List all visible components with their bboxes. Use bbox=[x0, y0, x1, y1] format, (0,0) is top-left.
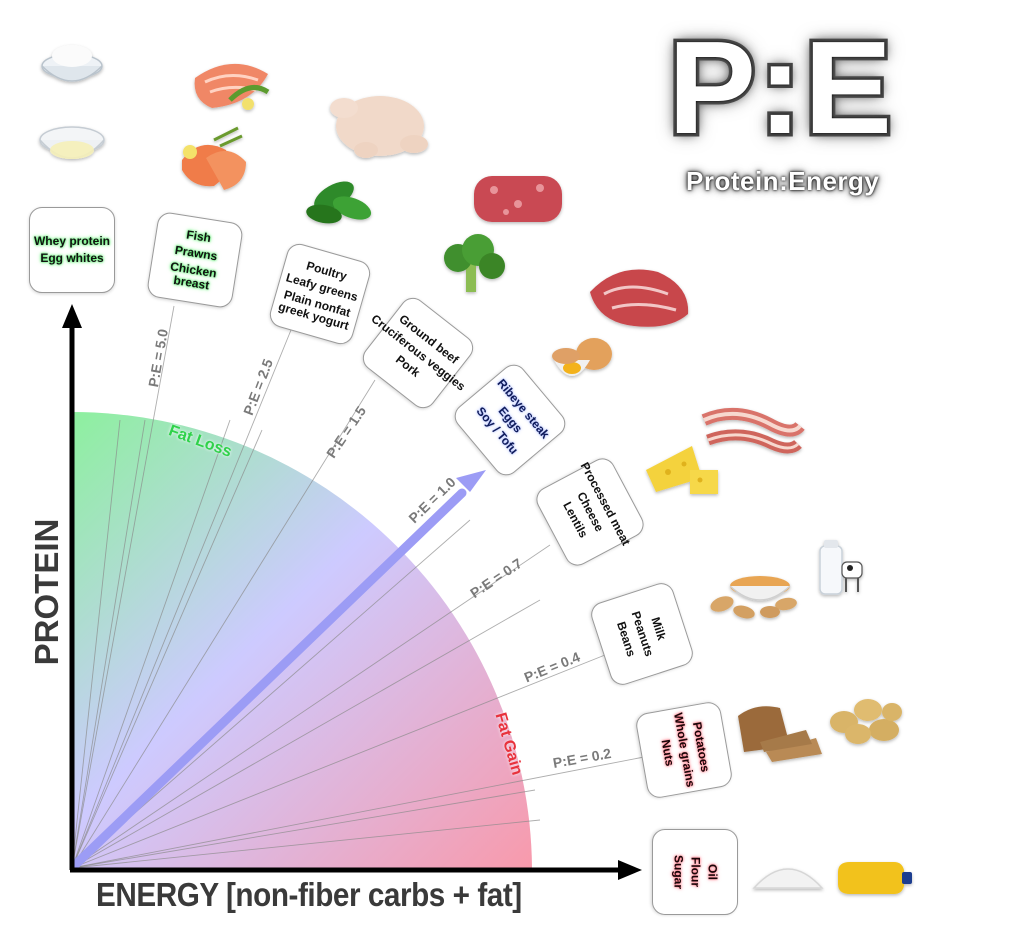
salmon-icon bbox=[194, 63, 270, 110]
peanut-butter-icon bbox=[710, 576, 797, 619]
cheese-icon bbox=[646, 446, 718, 494]
whole-chicken-icon bbox=[330, 96, 428, 158]
guide-ray bbox=[71, 419, 146, 869]
guide-ray bbox=[71, 419, 231, 869]
prawns-icon bbox=[182, 126, 246, 190]
food-item: Fish bbox=[185, 227, 213, 246]
guide-ray bbox=[71, 429, 263, 869]
bacon-icon bbox=[701, 407, 805, 454]
food-item-list: Milk Peanuts Beans bbox=[599, 569, 685, 699]
food-item: Whey protein bbox=[33, 234, 110, 248]
food-box-oil: Oil Flour Sugar bbox=[652, 829, 738, 915]
broccoli-icon bbox=[444, 234, 505, 292]
title-subtitle: Protein:Energy bbox=[686, 166, 880, 196]
spinach-icon bbox=[306, 181, 372, 224]
flour-pile-icon bbox=[752, 868, 824, 889]
food-item-list: Potatoes Whole grains Nuts bbox=[648, 686, 719, 813]
guide-ray bbox=[71, 819, 541, 869]
ratio-ray-poultry bbox=[71, 329, 292, 869]
ratio-ray-milk bbox=[71, 654, 606, 869]
ratio-ray-fish bbox=[71, 305, 175, 869]
flour-bowl-icon bbox=[41, 45, 103, 82]
guide-ray bbox=[71, 789, 536, 869]
food-item: Flour bbox=[688, 857, 703, 887]
y-axis-label: PROTEIN bbox=[28, 518, 65, 666]
food-item-list: Poultry Leafy greens Plain nonfat greek yo… bbox=[272, 252, 368, 336]
x-axis-arrowhead bbox=[618, 860, 642, 880]
food-item: Chicken breast bbox=[169, 259, 218, 293]
bread-icon bbox=[738, 706, 822, 762]
guide-ray bbox=[71, 419, 121, 869]
y-axis-arrowhead bbox=[62, 304, 82, 328]
ratio-ray-groundbeef bbox=[71, 379, 376, 869]
pe-1-arrow-head bbox=[456, 470, 486, 492]
milk-cow-icon bbox=[819, 540, 863, 595]
ratio-ray-potatoes bbox=[71, 756, 645, 869]
eggs-icon bbox=[552, 338, 612, 376]
food-box-whey: Whey protein Egg whites bbox=[29, 207, 115, 293]
oil-bottle-icon bbox=[838, 862, 912, 894]
food-item-list: Whey protein Egg whites bbox=[12, 233, 132, 267]
food-box-potatoes: Potatoes Whole grains Nuts bbox=[634, 700, 734, 800]
food-item: Oil bbox=[705, 863, 720, 880]
food-item-list: Fish Prawns Chicken breast bbox=[149, 222, 240, 298]
title-pe: P:E bbox=[664, 14, 895, 161]
steak-icon bbox=[590, 269, 689, 327]
egg-white-bowl-icon bbox=[39, 126, 105, 159]
food-item: Egg whites bbox=[40, 251, 104, 265]
ratio-ray-processed bbox=[71, 544, 551, 869]
guide-ray bbox=[71, 599, 541, 869]
pe-1-arrow-shaft bbox=[69, 488, 467, 871]
food-item: Sugar bbox=[671, 854, 686, 889]
ground-beef-icon bbox=[474, 176, 562, 222]
food-box-fish: Fish Prawns Chicken breast bbox=[145, 210, 245, 310]
food-item: Nuts bbox=[658, 738, 677, 768]
food-item-list: Oil Flour Sugar bbox=[670, 812, 721, 932]
potatoes-icon bbox=[830, 699, 902, 744]
x-axis-label: ENERGY [non-fiber carbs + fat] bbox=[96, 876, 522, 913]
